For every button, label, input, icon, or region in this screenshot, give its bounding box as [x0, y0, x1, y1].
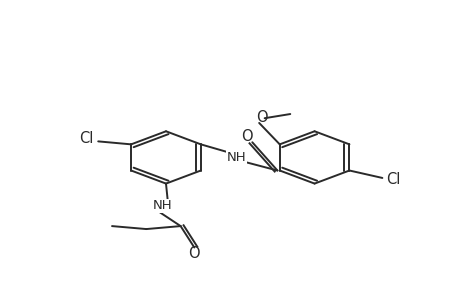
Text: O: O: [241, 129, 252, 144]
Text: NH: NH: [227, 151, 246, 164]
Text: O: O: [255, 110, 267, 125]
Text: NH: NH: [152, 200, 172, 212]
Text: Cl: Cl: [79, 131, 94, 146]
Text: O: O: [188, 246, 200, 261]
Text: Cl: Cl: [386, 172, 400, 187]
